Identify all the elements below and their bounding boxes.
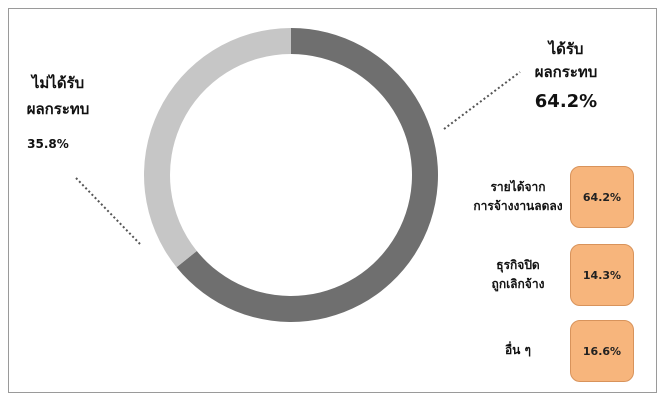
- breakdown-label: ธุรกิจปิด ถูกเลิกจ้าง: [491, 257, 545, 291]
- leader-line-not-affected: [75, 177, 141, 245]
- breakdown-value-badge: 16.6%: [570, 320, 634, 382]
- slice-value-affected: 64.2%: [534, 90, 598, 112]
- breakdown-label: รายได้จาก การจ้างงานลดลง: [473, 179, 563, 213]
- breakdown-value-badge: 64.2%: [570, 166, 634, 228]
- donut-slices: [144, 28, 438, 322]
- leader-line-affected: [443, 71, 521, 130]
- breakdown-row-other: อื่น ๆ 16.6%: [466, 320, 646, 382]
- slice-value-not-affected: 35.8%: [27, 136, 69, 151]
- slice-name-not-affected: ไม่ได้รับ ผลกระทบ: [26, 74, 90, 119]
- slice-label-not-affected: ไม่ได้รับ ผลกระทบ 35.8%: [8, 70, 108, 151]
- breakdown-row-income: รายได้จาก การจ้างงานลดลง 64.2%: [466, 166, 646, 228]
- slice-label-affected: ได้รับ ผลกระทบ 64.2%: [526, 38, 606, 112]
- breakdown-value-badge: 14.3%: [570, 244, 634, 306]
- donut-slice-not-affected: [144, 28, 291, 268]
- breakdown-row-business-closed: ธุรกิจปิด ถูกเลิกจ้าง 14.3%: [466, 244, 646, 306]
- slice-name-affected: ได้รับ ผลกระทบ: [534, 40, 598, 82]
- breakdown-label: อื่น ๆ: [504, 343, 532, 358]
- chart-frame: [8, 8, 657, 393]
